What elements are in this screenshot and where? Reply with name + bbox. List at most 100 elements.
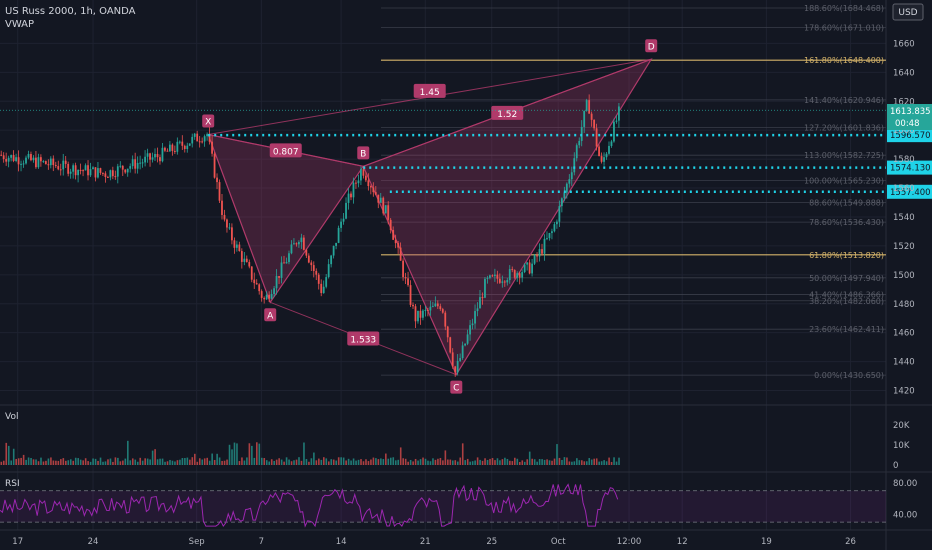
volume-bar bbox=[573, 461, 576, 465]
volume-bar bbox=[156, 459, 159, 465]
candle-body bbox=[119, 165, 122, 167]
candle-body bbox=[598, 146, 600, 157]
candle-body bbox=[479, 297, 481, 309]
candle-body bbox=[538, 249, 541, 257]
candle-body bbox=[382, 197, 385, 214]
candle-body bbox=[392, 230, 395, 240]
candle-body bbox=[491, 275, 494, 277]
candle-body bbox=[245, 258, 248, 263]
candle-body bbox=[273, 288, 275, 295]
volume-bar bbox=[270, 459, 273, 465]
candle-body bbox=[369, 186, 372, 188]
candle-body bbox=[588, 100, 591, 114]
volume-bar bbox=[84, 458, 87, 465]
candle-body bbox=[424, 309, 427, 311]
volume-bar bbox=[590, 459, 593, 465]
volume-bar bbox=[618, 457, 620, 465]
candle-body bbox=[481, 297, 484, 299]
volume-bar bbox=[558, 457, 561, 465]
volume-bar bbox=[176, 460, 179, 465]
volume-bar bbox=[251, 445, 253, 465]
candle-body bbox=[293, 243, 295, 245]
volume-bar bbox=[340, 457, 342, 465]
candle-body bbox=[97, 168, 99, 178]
candle-body bbox=[546, 238, 548, 240]
volume-bar bbox=[89, 461, 92, 465]
candle-body bbox=[223, 214, 226, 220]
volume-bar bbox=[27, 457, 30, 465]
candle-body bbox=[139, 162, 142, 164]
candle-body bbox=[578, 140, 581, 146]
candle-body bbox=[531, 263, 533, 274]
candle-body bbox=[394, 239, 397, 244]
rsi-tick-label: 40.00 bbox=[893, 510, 917, 520]
candle-body bbox=[288, 253, 290, 263]
candle-body bbox=[228, 227, 231, 229]
currency-button-bg[interactable] bbox=[892, 3, 924, 21]
candle-body bbox=[347, 193, 350, 203]
candle-body bbox=[35, 157, 37, 168]
candle-body bbox=[17, 157, 20, 165]
candle-body bbox=[297, 242, 300, 245]
volume-bar bbox=[298, 457, 300, 465]
candle-body bbox=[439, 306, 442, 310]
candle-body bbox=[446, 326, 449, 338]
volume-bar bbox=[144, 458, 146, 465]
volume-bar bbox=[499, 460, 501, 465]
candle-body bbox=[278, 276, 280, 278]
currency-label[interactable]: USD bbox=[898, 8, 917, 18]
volume-bar bbox=[42, 461, 45, 465]
volume-bar bbox=[47, 458, 50, 465]
x-tick-label: 17 bbox=[12, 537, 23, 547]
y-tick-label: 1580 bbox=[893, 155, 915, 165]
volume-bar bbox=[69, 459, 72, 465]
volume-bar bbox=[412, 461, 414, 465]
volume-bar bbox=[385, 453, 387, 465]
candle-body bbox=[260, 291, 263, 298]
rsi-band bbox=[0, 490, 886, 523]
volume-bar bbox=[57, 460, 60, 465]
candle-body bbox=[109, 170, 112, 178]
volume-bar bbox=[146, 458, 149, 465]
fib-level-label: 61.80%(1513.820) bbox=[809, 251, 884, 260]
candle-body bbox=[610, 141, 613, 146]
currency-button[interactable]: USD bbox=[892, 3, 924, 21]
volume-tick-label: 0 bbox=[893, 461, 898, 471]
volume-bar bbox=[345, 460, 347, 465]
volume-bar bbox=[360, 459, 362, 465]
candle-body bbox=[563, 192, 566, 199]
candle-body bbox=[322, 286, 325, 294]
volume-bar bbox=[22, 454, 25, 465]
volume-bar bbox=[258, 443, 261, 465]
volume-bar bbox=[600, 461, 603, 465]
pattern-point-label: C bbox=[453, 384, 459, 394]
volume-bar bbox=[595, 458, 598, 465]
candle-body bbox=[506, 280, 509, 283]
candle-body bbox=[74, 165, 77, 176]
volume-bar bbox=[543, 459, 546, 465]
candle-body bbox=[211, 141, 213, 154]
candle-body bbox=[327, 264, 330, 278]
candle-body bbox=[79, 169, 82, 171]
ratio-label-bg bbox=[347, 331, 380, 346]
candle-body bbox=[64, 160, 67, 164]
y-tick-label: 1500 bbox=[893, 271, 915, 281]
volume-bar bbox=[432, 458, 434, 465]
bar-countdown: 00:48 bbox=[895, 119, 920, 129]
candle-body bbox=[168, 144, 171, 152]
candle-body bbox=[419, 310, 422, 318]
volume-bar bbox=[506, 458, 509, 465]
volume-bar bbox=[74, 457, 77, 465]
volume-bar bbox=[318, 458, 320, 465]
candle-body bbox=[0, 154, 3, 156]
volume-bar bbox=[82, 460, 84, 465]
candle-body bbox=[474, 311, 476, 324]
volume-bar bbox=[588, 458, 591, 465]
volume-bar bbox=[387, 458, 390, 465]
candle-body bbox=[379, 197, 382, 203]
volume-bar bbox=[424, 458, 427, 465]
fib-level-label: 141.40%(1620.946) bbox=[804, 96, 884, 105]
volume-bar bbox=[332, 459, 335, 465]
volume-bar bbox=[308, 461, 310, 465]
